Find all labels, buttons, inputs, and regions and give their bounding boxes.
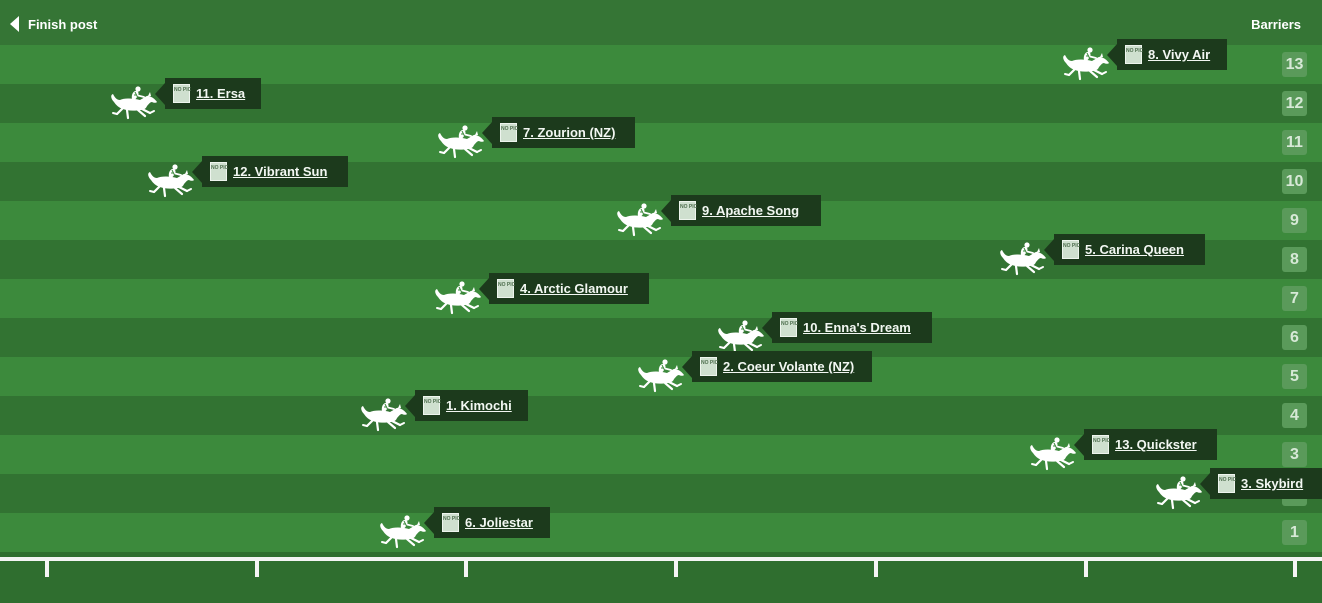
lane (0, 474, 1322, 513)
horse-jockey-icon (145, 164, 197, 198)
barrier-number: 6 (1282, 325, 1307, 350)
lane (0, 123, 1322, 162)
barrier-number: 3 (1282, 442, 1307, 467)
runner-label: NO PIC 1. Kimochi (405, 390, 528, 421)
runner-label: NO PIC 4. Arctic Glamour (479, 273, 649, 304)
jockey-silk-icon: NO PIC (1062, 240, 1080, 259)
jockey-silk-icon: NO PIC (679, 201, 697, 220)
barriers-title: Barriers (1251, 17, 1301, 32)
barrier-number: 13 (1282, 52, 1307, 77)
runner-name-link[interactable]: 4. Arctic Glamour (520, 281, 628, 296)
jockey-silk-icon: NO PIC (1218, 474, 1236, 493)
runner-name-link[interactable]: 10. Enna's Dream (803, 320, 911, 335)
jockey-silk-icon: NO PIC (700, 357, 718, 376)
runner-name-link[interactable]: 1. Kimochi (446, 398, 512, 413)
jockey-silk-icon: NO PIC (1092, 435, 1110, 454)
barrier-number: 7 (1282, 286, 1307, 311)
horse-jockey-icon (435, 125, 487, 159)
runner-name-link[interactable]: 6. Joliestar (465, 515, 533, 530)
runner-name-link[interactable]: 12. Vibrant Sun (233, 164, 328, 179)
barrier-number: 11 (1282, 130, 1307, 155)
jockey-silk-icon: NO PIC (780, 318, 798, 337)
runner-label: NO PIC 7. Zourion (NZ) (482, 117, 635, 148)
runner-name-link[interactable]: 9. Apache Song (702, 203, 800, 218)
runner-name-link[interactable]: 11. Ersa (196, 86, 246, 101)
barrier-number: 8 (1282, 247, 1307, 272)
jockey-silk-icon: NO PIC (1125, 45, 1143, 64)
track-header: Finish post Barriers (0, 0, 1322, 45)
lane (0, 396, 1322, 435)
runner-label: NO PIC 11. Ersa (155, 78, 261, 109)
track-footer (0, 578, 1322, 603)
barrier-number: 5 (1282, 364, 1307, 389)
barrier-number: 9 (1282, 208, 1307, 233)
runner-label: NO PIC 12. Vibrant Sun (192, 156, 348, 187)
caret-left-icon (10, 16, 19, 32)
barrier-number: 4 (1282, 403, 1307, 428)
lane (0, 279, 1322, 318)
runner-label: NO PIC 2. Coeur Volante (NZ) (682, 351, 872, 382)
lane (0, 513, 1322, 552)
runner-name-link[interactable]: 5. Carina Queen (1085, 242, 1184, 257)
runner-label: NO PIC 8. Vivy Air (1107, 39, 1227, 70)
runner-label: NO PIC 3. Skybird (1200, 468, 1322, 499)
horse-jockey-icon (1027, 437, 1079, 471)
horse-jockey-icon (358, 398, 410, 432)
horse-jockey-icon (635, 359, 687, 393)
runner-name-link[interactable]: 8. Vivy Air (1148, 47, 1211, 62)
horse-jockey-icon (715, 320, 767, 354)
jockey-silk-icon: NO PIC (442, 513, 460, 532)
runner-label: NO PIC 6. Joliestar (424, 507, 550, 538)
horse-jockey-icon (108, 86, 160, 120)
barrier-number: 10 (1282, 169, 1307, 194)
horse-jockey-icon (614, 203, 666, 237)
track-rail (0, 557, 1322, 561)
horse-jockey-icon (432, 281, 484, 315)
runner-label: NO PIC 10. Enna's Dream (762, 312, 932, 343)
horse-jockey-icon (1060, 47, 1112, 81)
horse-jockey-icon (377, 515, 429, 549)
distance-tick (255, 561, 259, 577)
lane (0, 318, 1322, 357)
distance-tick (1293, 561, 1297, 577)
jockey-silk-icon: NO PIC (423, 396, 441, 415)
distance-tick (874, 561, 878, 577)
runner-label: NO PIC 13. Quickster (1074, 429, 1217, 460)
finish-post-button[interactable]: Finish post (10, 15, 97, 33)
horse-jockey-icon (1153, 476, 1205, 510)
runner-name-link[interactable]: 2. Coeur Volante (NZ) (723, 359, 855, 374)
distance-tick (45, 561, 49, 577)
distance-tick (464, 561, 468, 577)
runner-label: NO PIC 9. Apache Song (661, 195, 821, 226)
jockey-silk-icon: NO PIC (500, 123, 518, 142)
runner-name-link[interactable]: 13. Quickster (1115, 437, 1197, 452)
barrier-number: 1 (1282, 520, 1307, 545)
jockey-silk-icon: NO PIC (210, 162, 228, 181)
distance-tick (1084, 561, 1088, 577)
jockey-silk-icon: NO PIC (173, 84, 191, 103)
runner-name-link[interactable]: 7. Zourion (NZ) (523, 125, 616, 140)
runner-label: NO PIC 5. Carina Queen (1044, 234, 1205, 265)
lane (0, 45, 1322, 84)
jockey-silk-icon: NO PIC (497, 279, 515, 298)
runner-name-link[interactable]: 3. Skybird (1241, 476, 1304, 491)
horse-jockey-icon (997, 242, 1049, 276)
finish-post-label: Finish post (28, 16, 98, 32)
barrier-number: 12 (1282, 91, 1307, 116)
distance-tick (674, 561, 678, 577)
